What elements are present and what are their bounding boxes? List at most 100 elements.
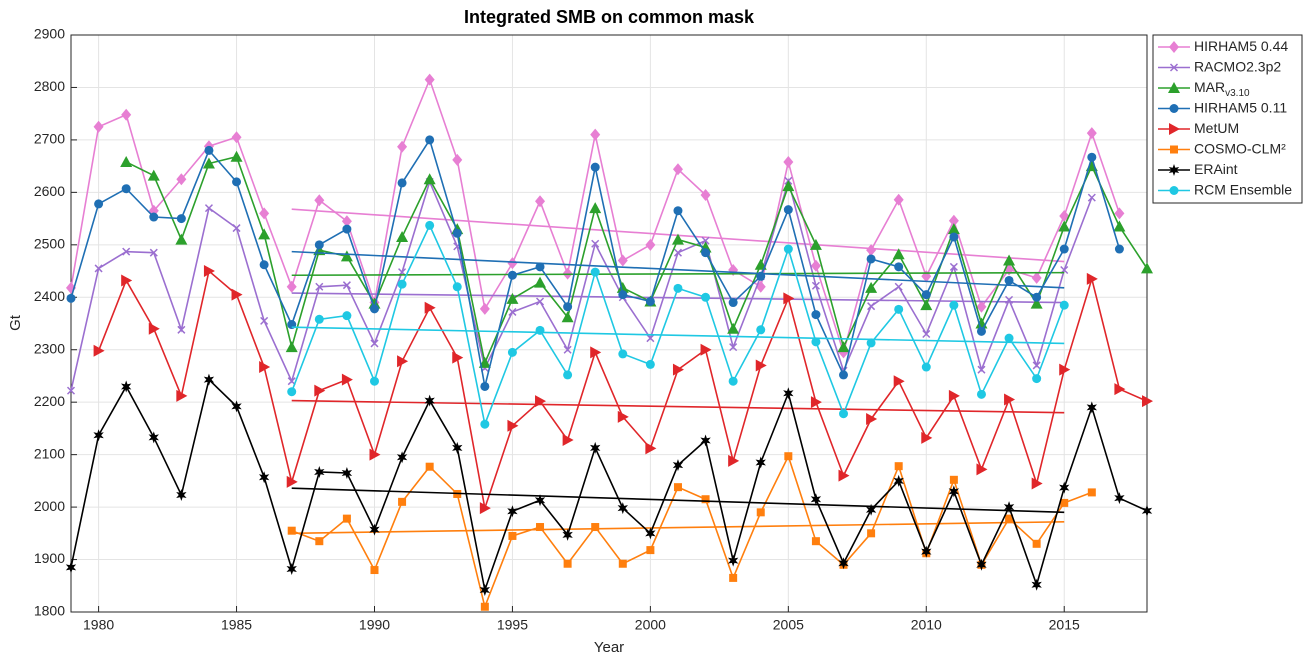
marker bbox=[120, 155, 133, 167]
marker bbox=[1087, 193, 1096, 202]
marker bbox=[286, 562, 297, 575]
legend-name: HIRHAM5 0.44 bbox=[1194, 38, 1288, 54]
marker bbox=[369, 448, 381, 461]
marker bbox=[645, 442, 657, 455]
y-tick-label: 1800 bbox=[34, 603, 65, 619]
legend-name: COSMO-CLM² bbox=[1194, 140, 1286, 156]
marker bbox=[645, 527, 656, 540]
marker bbox=[921, 290, 931, 300]
marker bbox=[425, 220, 435, 230]
y-tick-label: 2300 bbox=[34, 340, 65, 356]
marker bbox=[342, 514, 351, 523]
marker bbox=[728, 454, 740, 467]
marker bbox=[1113, 220, 1126, 232]
marker bbox=[424, 73, 435, 86]
marker bbox=[949, 300, 959, 310]
marker bbox=[1032, 292, 1042, 302]
marker bbox=[1030, 297, 1043, 309]
marker bbox=[811, 537, 820, 546]
marker bbox=[1004, 333, 1014, 343]
marker bbox=[175, 233, 188, 245]
marker bbox=[397, 279, 407, 289]
trend-line bbox=[291, 326, 1065, 345]
marker bbox=[756, 508, 765, 517]
marker bbox=[1059, 244, 1069, 254]
marker bbox=[700, 188, 711, 201]
marker bbox=[93, 120, 104, 133]
marker bbox=[369, 304, 379, 314]
marker bbox=[671, 233, 684, 245]
marker bbox=[673, 248, 683, 257]
y-tick-label: 2400 bbox=[34, 288, 65, 304]
marker bbox=[176, 489, 187, 502]
marker bbox=[314, 465, 325, 478]
marker bbox=[121, 274, 133, 287]
marker bbox=[893, 474, 904, 487]
legend-name: MetUM bbox=[1194, 120, 1239, 136]
legend-subscript: v3.10 bbox=[1225, 88, 1250, 99]
marker bbox=[1114, 244, 1124, 254]
marker bbox=[1114, 492, 1125, 505]
marker bbox=[727, 322, 740, 334]
marker bbox=[1168, 82, 1180, 93]
marker bbox=[617, 254, 628, 267]
marker bbox=[452, 228, 462, 238]
chart-title: Integrated SMB on common mask bbox=[464, 7, 755, 27]
marker bbox=[810, 259, 821, 272]
marker bbox=[479, 502, 491, 515]
marker bbox=[397, 178, 407, 188]
marker bbox=[425, 135, 435, 145]
marker bbox=[148, 322, 160, 335]
marker bbox=[507, 257, 518, 270]
x-tick-label: 1985 bbox=[221, 617, 252, 633]
marker bbox=[287, 526, 296, 535]
marker bbox=[341, 373, 353, 386]
marker bbox=[1141, 504, 1153, 517]
marker bbox=[811, 281, 820, 290]
marker bbox=[342, 281, 351, 290]
y-tick-label: 2900 bbox=[34, 26, 65, 42]
marker bbox=[231, 131, 242, 144]
trend-line bbox=[291, 399, 1065, 414]
legend-name: HIRHAM5 0.11 bbox=[1194, 99, 1287, 115]
marker bbox=[783, 244, 793, 254]
marker bbox=[590, 162, 600, 172]
marker bbox=[866, 338, 876, 348]
legend-name: MAR bbox=[1194, 79, 1225, 95]
marker bbox=[94, 264, 103, 273]
marker bbox=[147, 169, 160, 181]
marker bbox=[176, 214, 186, 224]
marker bbox=[782, 180, 795, 192]
marker bbox=[838, 469, 850, 482]
marker bbox=[66, 293, 76, 303]
y-tick-label: 2200 bbox=[34, 393, 65, 409]
marker bbox=[866, 244, 877, 257]
marker bbox=[149, 212, 159, 222]
x-tick-label: 2000 bbox=[635, 617, 666, 633]
marker bbox=[976, 463, 988, 476]
marker bbox=[617, 502, 628, 515]
marker bbox=[314, 384, 326, 397]
x-tick-label: 1980 bbox=[83, 617, 114, 633]
marker bbox=[672, 363, 684, 376]
marker bbox=[591, 523, 600, 532]
marker bbox=[1003, 501, 1015, 514]
marker bbox=[148, 431, 159, 444]
x-tick-label: 2015 bbox=[1049, 617, 1080, 633]
marker bbox=[700, 343, 712, 356]
marker bbox=[976, 389, 986, 399]
marker bbox=[286, 475, 298, 488]
marker bbox=[1032, 361, 1041, 370]
marker bbox=[287, 387, 297, 397]
series-line bbox=[97, 269, 1148, 509]
marker bbox=[727, 554, 739, 567]
marker bbox=[507, 270, 517, 280]
marker bbox=[535, 395, 547, 408]
marker bbox=[396, 451, 408, 464]
marker bbox=[452, 441, 463, 454]
marker bbox=[810, 396, 822, 409]
marker bbox=[729, 573, 738, 582]
marker bbox=[947, 223, 960, 235]
marker bbox=[1169, 63, 1179, 72]
marker bbox=[1087, 488, 1096, 497]
